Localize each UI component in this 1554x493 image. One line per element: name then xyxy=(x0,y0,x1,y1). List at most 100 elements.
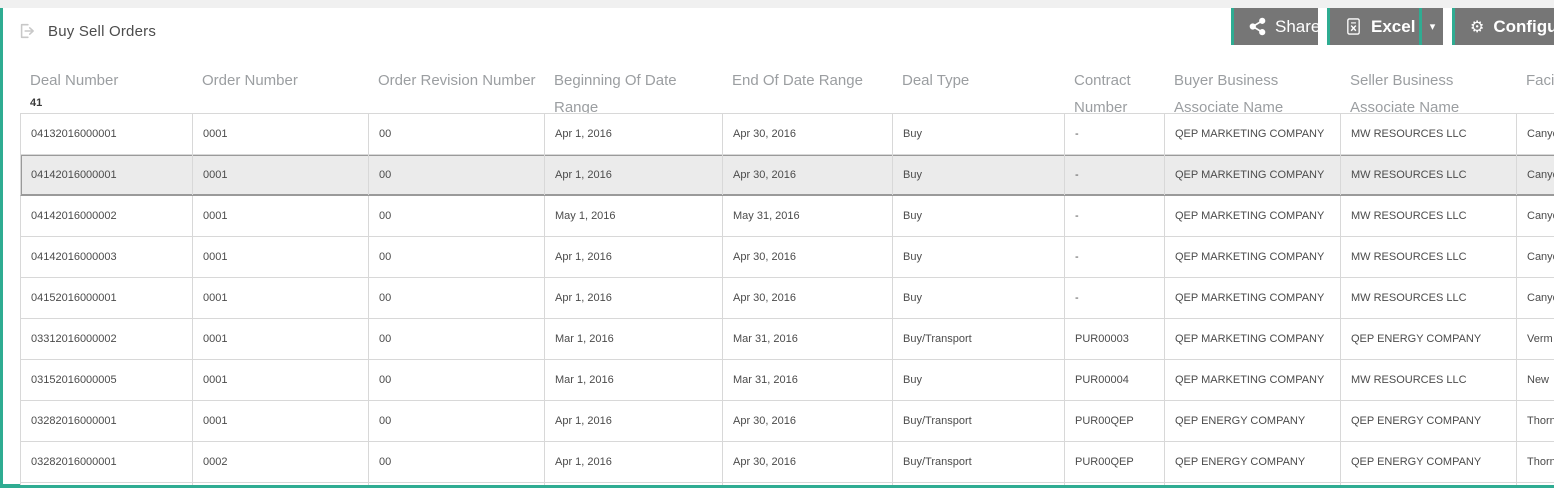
table-row[interactable]: 03152016000005 0001 00 Mar 1, 2016 Mar 31, 2… xyxy=(20,360,1554,401)
table-cell: Apr 1, 2016 xyxy=(545,114,723,154)
table-cell: 04152016000001 xyxy=(21,278,193,318)
excel-button-label: Excel xyxy=(1371,16,1416,36)
table-cell: Verm xyxy=(1527,333,1553,345)
table-row[interactable] xyxy=(20,483,1554,485)
table-cell: MW RESOURCES LLC xyxy=(1341,196,1517,236)
column-header[interactable]: Seller Business Associate Name xyxy=(1340,60,1516,113)
table-cell: Mar 1, 2016 xyxy=(545,319,723,359)
table-cell xyxy=(545,483,723,485)
column-header-label: Beginning Of Date xyxy=(554,72,677,89)
table-cell: 00 xyxy=(369,442,545,482)
table-cell: QEP MARKETING COMPANY xyxy=(1165,319,1341,359)
table-cell: - xyxy=(1065,155,1165,195)
table-row[interactable]: 04142016000001 0001 00 Apr 1, 2016 Apr 30, 2… xyxy=(20,155,1554,196)
table-cell xyxy=(193,483,369,485)
table-cell: Mar 31, 2016 xyxy=(723,360,893,400)
table-cell: May 1, 2016 xyxy=(545,196,723,236)
table-cell: Canyo xyxy=(1527,128,1554,140)
table-cell: 0002 xyxy=(193,442,369,482)
table-cell: 0001 xyxy=(193,114,369,154)
table-cell: QEP ENERGY COMPANY xyxy=(1165,442,1341,482)
table-row[interactable]: 03282016000001 0002 00 Apr 1, 2016 Apr 30, 2… xyxy=(20,442,1554,483)
chevron-down-icon: ▾ xyxy=(1429,20,1436,33)
table-cell xyxy=(21,483,193,485)
table-cell: Apr 1, 2016 xyxy=(545,401,723,441)
toolbar: Share Excel ▾ ⚙ Configure xyxy=(1231,8,1554,45)
configure-button-label: Configure xyxy=(1493,16,1554,36)
top-strip xyxy=(0,0,1554,8)
excel-export-button[interactable]: Excel xyxy=(1327,8,1419,45)
configure-button[interactable]: ⚙ Configure xyxy=(1452,8,1554,45)
column-header[interactable]: Order Number xyxy=(192,60,368,113)
table-cell: New xyxy=(1527,374,1550,386)
table-cell: Buy xyxy=(893,155,1065,195)
table-cell: 0001 xyxy=(193,401,369,441)
table-cell xyxy=(1165,483,1341,485)
table-cell: Apr 30, 2016 xyxy=(723,114,893,154)
table-cell: 00 xyxy=(369,360,545,400)
table-cell: Canyo xyxy=(1527,292,1554,304)
table-cell: MW RESOURCES LLC xyxy=(1341,360,1517,400)
table-cell: QEP ENERGY COMPANY xyxy=(1341,319,1517,359)
table-cell: 0001 xyxy=(193,237,369,277)
table-cell: - xyxy=(1065,278,1165,318)
table-cell: Mar 31, 2016 xyxy=(723,319,893,359)
panel-accent-bottom-border xyxy=(0,484,1554,488)
table-cell: Buy/Transport xyxy=(893,401,1065,441)
column-header-label-line2: Range xyxy=(554,99,599,113)
table-cell xyxy=(893,483,1065,485)
table-cell: QEP MARKETING COMPANY xyxy=(1165,196,1341,236)
table-cell: Apr 30, 2016 xyxy=(723,237,893,277)
table-cell: Canyo xyxy=(1527,251,1554,263)
column-header[interactable]: Facility xyxy=(1516,60,1554,113)
column-header[interactable]: End Of Date Range xyxy=(722,60,892,113)
table-cell: 03282016000001 xyxy=(21,401,193,441)
table-cell: 00 xyxy=(369,278,545,318)
share-button[interactable]: Share xyxy=(1231,8,1321,45)
share-icon xyxy=(1249,17,1266,36)
column-header[interactable]: Order Revision Number xyxy=(368,60,544,113)
table-header-row: Deal Number 41 Order Number Order Revisi… xyxy=(20,60,1554,113)
excel-dropdown-button[interactable]: ▾ xyxy=(1419,8,1443,45)
table-row[interactable]: 03282016000001 0001 00 Apr 1, 2016 Apr 30, 2… xyxy=(20,401,1554,442)
column-header-label: End Of Date Range xyxy=(732,72,863,89)
column-header[interactable]: Contract Number xyxy=(1064,60,1164,113)
table-cell: 04142016000003 xyxy=(21,237,193,277)
table-cell: 0001 xyxy=(193,278,369,318)
table-cell: Apr 30, 2016 xyxy=(723,442,893,482)
table-cell: 0001 xyxy=(193,319,369,359)
column-header-label: Deal Number xyxy=(30,72,119,89)
column-header-label-line2: Number xyxy=(1074,99,1128,113)
table-cell: 00 xyxy=(369,114,545,154)
column-header[interactable]: Beginning Of Date Range xyxy=(544,60,722,113)
table-cell: Buy xyxy=(893,196,1065,236)
column-header-label: Order Revision Number xyxy=(378,72,536,89)
table-row[interactable]: 04132016000001 0001 00 Apr 1, 2016 Apr 30, 2… xyxy=(20,114,1554,155)
share-button-label: Share xyxy=(1275,16,1321,36)
column-header-label: Facility xyxy=(1526,72,1554,89)
table-cell: PUR00003 xyxy=(1065,319,1165,359)
table-row[interactable]: 04152016000001 0001 00 Apr 1, 2016 Apr 30, 2… xyxy=(20,278,1554,319)
column-header[interactable]: Deal Type xyxy=(892,60,1064,113)
table-cell: QEP MARKETING COMPANY xyxy=(1165,155,1341,195)
column-header-label: Seller Business xyxy=(1350,72,1454,89)
table-cell xyxy=(1517,483,1554,485)
table-row[interactable]: 04142016000003 0001 00 Apr 1, 2016 Apr 30, 2… xyxy=(20,237,1554,278)
table-cell: Apr 30, 2016 xyxy=(723,401,893,441)
column-header-label: Order Number xyxy=(202,72,298,89)
table-cell: Mar 1, 2016 xyxy=(545,360,723,400)
table-cell: Apr 1, 2016 xyxy=(545,278,723,318)
table-cell: Apr 1, 2016 xyxy=(545,155,723,195)
column-header[interactable]: Buyer Business Associate Name xyxy=(1164,60,1340,113)
column-header[interactable]: Deal Number 41 xyxy=(20,60,192,113)
table-cell: Thorn xyxy=(1527,456,1554,468)
panel-accent-left-border xyxy=(0,8,3,488)
table-cell: QEP MARKETING COMPANY xyxy=(1165,237,1341,277)
table-cell xyxy=(723,483,893,485)
table-cell: May 31, 2016 xyxy=(723,196,893,236)
table-row[interactable]: 04142016000002 0001 00 May 1, 2016 May 31, 2… xyxy=(20,196,1554,237)
table-cell xyxy=(369,483,545,485)
table-cell: 03152016000005 xyxy=(21,360,193,400)
table-cell: 00 xyxy=(369,401,545,441)
table-row[interactable]: 03312016000002 0001 00 Mar 1, 2016 Mar 31, 2… xyxy=(20,319,1554,360)
